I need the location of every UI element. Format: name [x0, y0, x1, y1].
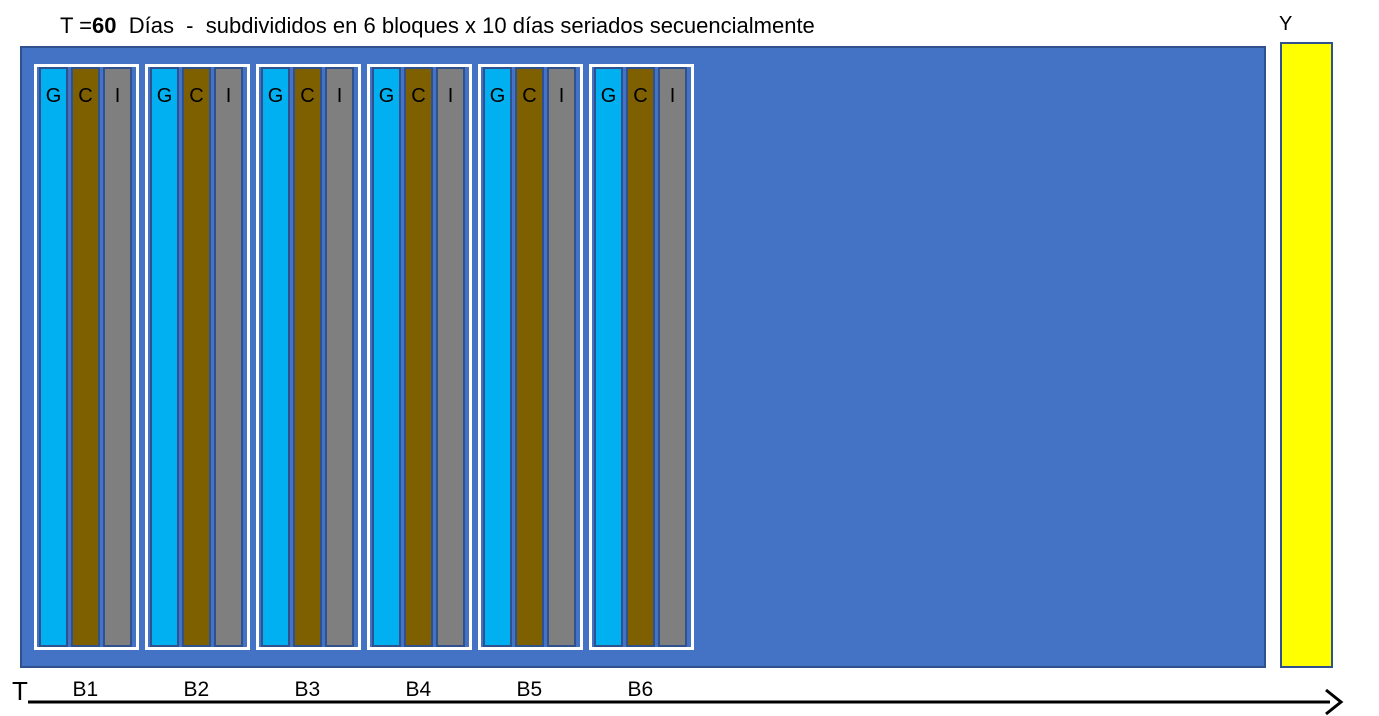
bar-letter-i: I: [336, 85, 343, 107]
block-label: B5: [516, 678, 543, 701]
y-panel: [1280, 42, 1333, 668]
block-label: B2: [183, 678, 210, 701]
time-axis-arrow: [28, 688, 1344, 716]
bar-i: [436, 67, 465, 647]
bar-letter-c: C: [189, 85, 204, 107]
block-label: B1: [72, 678, 99, 701]
bar-i: [547, 67, 576, 647]
bar-c: [404, 67, 433, 647]
bar-g: [483, 67, 512, 647]
bar-c: [182, 67, 211, 647]
time-axis-arrowhead: [1325, 688, 1344, 716]
bar-c: [515, 67, 544, 647]
bar-i: [658, 67, 687, 647]
bar-letter-c: C: [411, 85, 426, 107]
bar-i: [103, 67, 132, 647]
bar-g: [372, 67, 401, 647]
bar-letter-i: I: [669, 85, 676, 107]
bar-c: [71, 67, 100, 647]
bar-i: [214, 67, 243, 647]
bar-g: [150, 67, 179, 647]
bar-letter-c: C: [522, 85, 537, 107]
title-days-value: 60: [92, 13, 117, 38]
diagram-title: T =60 Días - subdivididos en 6 bloques x…: [60, 12, 815, 40]
bar-c: [293, 67, 322, 647]
bar-letter-g: G: [600, 85, 617, 107]
bar-letter-g: G: [156, 85, 173, 107]
bar-letter-g: G: [267, 85, 284, 107]
time-axis-label: T: [12, 676, 28, 706]
title-prefix: T =: [60, 13, 93, 38]
bar-letter-i: I: [558, 85, 565, 107]
bar-letter-c: C: [300, 85, 315, 107]
bar-letter-c: C: [78, 85, 93, 107]
bar-g: [39, 67, 68, 647]
bar-letter-i: I: [447, 85, 454, 107]
bar-letter-g: G: [45, 85, 62, 107]
bar-letter-g: G: [378, 85, 395, 107]
bar-letter-c: C: [633, 85, 648, 107]
bar-i: [325, 67, 354, 647]
bar-c: [626, 67, 655, 647]
bar-letter-g: G: [489, 85, 506, 107]
block-label: B6: [627, 678, 654, 701]
block-label: B3: [294, 678, 321, 701]
bar-letter-i: I: [114, 85, 121, 107]
bar-letter-i: I: [225, 85, 232, 107]
y-label: Y: [1279, 13, 1293, 35]
bar-g: [594, 67, 623, 647]
block-label: B4: [405, 678, 432, 701]
bar-g: [261, 67, 290, 647]
title-description: Días - subdivididos en 6 bloques x 10 dí…: [116, 13, 815, 38]
